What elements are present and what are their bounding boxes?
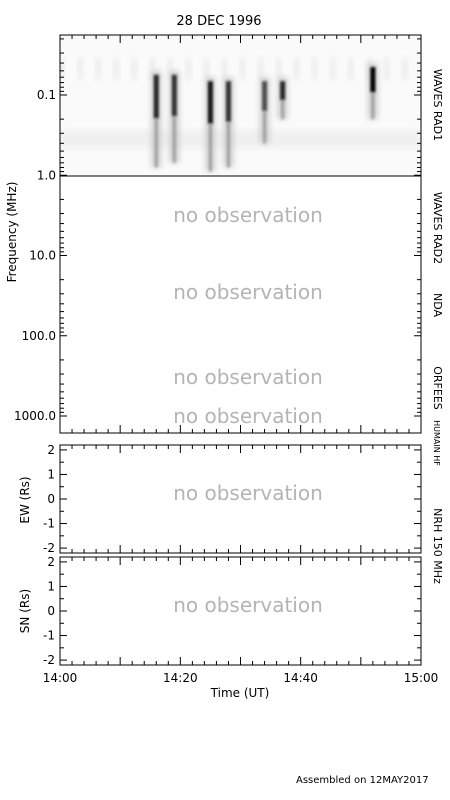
ew-axis: 2 1 0 -1 -2 xyxy=(43,443,421,555)
receiver-label-nda: NDA xyxy=(431,293,444,318)
y-tick-label: 2 xyxy=(47,443,55,457)
burst-tail xyxy=(172,116,176,163)
spectrum-background xyxy=(60,36,421,176)
background-streak xyxy=(150,58,155,80)
receiver-label-waves-rad2: WAVES RAD2 xyxy=(431,192,444,264)
receiver-label-waves-rad1: WAVES RAD1 xyxy=(431,69,444,141)
burst-core xyxy=(207,81,213,124)
y-tick-label: 2 xyxy=(47,555,55,569)
background-streak xyxy=(132,58,137,80)
time-tick-label: 15:00 xyxy=(404,671,439,685)
y-tick-label: -1 xyxy=(43,517,55,531)
time-tick-label: 14:00 xyxy=(43,671,78,685)
nrh-label: NRH 150 MHz xyxy=(431,508,444,584)
burst-tail xyxy=(263,110,267,144)
receiver-label-orfees: ORFEES xyxy=(431,366,444,410)
background-streak xyxy=(312,58,317,80)
time-axis-label: Time (UT) xyxy=(210,686,270,700)
time-tick-label: 14:40 xyxy=(283,671,318,685)
freq-tick-label: 0.1 xyxy=(37,88,56,102)
y-tick-label: -2 xyxy=(43,653,55,667)
background-band xyxy=(60,130,421,148)
burst-tail xyxy=(154,118,158,168)
time-axis: 14:00 14:20 14:40 15:00 xyxy=(43,35,439,685)
ew-axis-label: EW (Rs) xyxy=(18,476,32,523)
background-streak xyxy=(186,58,191,80)
burst-core xyxy=(262,81,268,111)
sn-axis: 2 1 0 -1 -2 xyxy=(43,555,421,667)
background-streak xyxy=(222,58,227,80)
background-streak xyxy=(258,58,263,80)
background-streak xyxy=(96,58,101,80)
background-streak xyxy=(330,58,335,80)
footer-note: Assembled on 12MAY2017 xyxy=(296,775,429,786)
background-streak xyxy=(204,58,209,80)
background-streak xyxy=(276,58,281,80)
burst-core xyxy=(171,74,177,117)
no-observation-sn: no observation xyxy=(173,593,323,617)
y-tick-label: 1 xyxy=(47,467,55,481)
burst-tail xyxy=(208,123,212,172)
background-streak xyxy=(240,58,245,80)
no-observation-ew: no observation xyxy=(173,481,323,505)
no-observation-waves-rad2: no observation xyxy=(173,203,323,227)
background-streak xyxy=(402,58,407,80)
background-streak xyxy=(168,58,173,80)
burst-core xyxy=(153,74,159,119)
spectrum-heatmap xyxy=(60,36,421,176)
receiver-label-humain-hf: HUMAIN HF xyxy=(432,420,441,466)
background-streak xyxy=(348,58,353,80)
freq-tick-label: 1000.0 xyxy=(14,409,56,423)
background-streak xyxy=(78,58,83,80)
y-tick-label: 1 xyxy=(47,579,55,593)
y-tick-label: 0 xyxy=(47,492,55,506)
figure-title: 28 DEC 1996 xyxy=(176,14,261,29)
y-tick-label: -2 xyxy=(43,541,55,555)
burst-core xyxy=(370,67,376,93)
no-observation-humain: no observation xyxy=(173,404,323,428)
freq-tick-label: 1.0 xyxy=(37,168,56,182)
background-streak xyxy=(114,58,119,80)
y-tick-label: 0 xyxy=(47,604,55,618)
freq-tick-label: 10.0 xyxy=(29,249,56,263)
burst-core xyxy=(280,81,286,101)
y-tick-label: -1 xyxy=(43,629,55,643)
burst-tail xyxy=(281,100,285,120)
frequency-axis-label: Frequency (MHz) xyxy=(5,182,19,283)
burst-tail xyxy=(226,121,230,168)
burst-tail xyxy=(371,92,375,120)
sn-axis-label: SN (Rs) xyxy=(18,589,32,633)
background-streak xyxy=(384,58,389,80)
freq-tick-label: 100.0 xyxy=(22,329,56,343)
background-streak xyxy=(294,58,299,80)
frequency-axis: 0.1 1.0 10.0 100.0 1000.0 xyxy=(14,38,421,423)
background-streak xyxy=(60,58,64,80)
no-observation-nda: no observation xyxy=(173,280,323,304)
no-observation-orfees: no observation xyxy=(173,365,323,389)
time-tick-label: 14:20 xyxy=(163,671,198,685)
burst-core xyxy=(225,81,231,122)
